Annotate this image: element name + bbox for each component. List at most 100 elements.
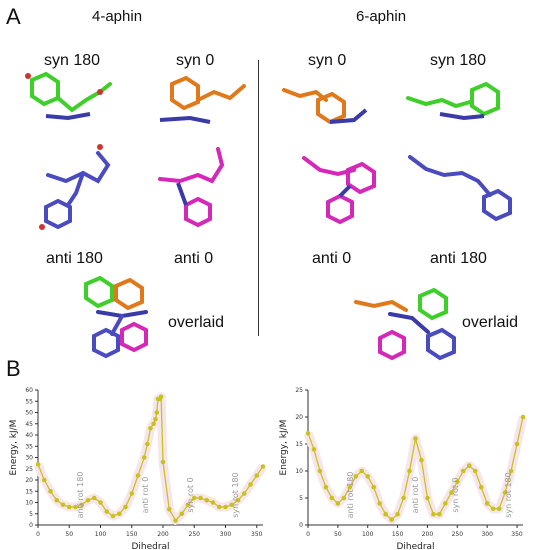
annotation-label: syn rot 180 bbox=[231, 472, 240, 517]
data-point bbox=[496, 506, 502, 512]
annotation-label: syn rot 0 bbox=[186, 477, 195, 512]
annotation-label: anti rot 180 bbox=[346, 472, 355, 519]
y-tick-label: 60 bbox=[25, 387, 33, 394]
data-point bbox=[365, 474, 371, 479]
data-point bbox=[254, 473, 260, 478]
data-point bbox=[323, 484, 329, 490]
data-point bbox=[48, 488, 53, 494]
data-point bbox=[185, 502, 191, 508]
data-point bbox=[153, 416, 158, 422]
y-tick-label: 10 bbox=[25, 500, 33, 507]
data-point bbox=[520, 414, 526, 420]
data-point bbox=[204, 497, 210, 503]
data-point bbox=[229, 502, 235, 508]
x-axis-label: Dihedral bbox=[131, 542, 169, 550]
x-tick-label: 150 bbox=[126, 531, 138, 538]
data-point bbox=[371, 484, 376, 490]
data-point bbox=[160, 459, 166, 465]
y-tick-label: 40 bbox=[25, 432, 33, 439]
y-tick-label: 0 bbox=[299, 522, 303, 529]
group-title-6-aphin: 6-aphin bbox=[356, 8, 407, 25]
x-tick-label: 50 bbox=[65, 531, 73, 538]
data-point bbox=[260, 464, 266, 469]
data-point bbox=[455, 479, 460, 485]
data-point bbox=[216, 504, 222, 510]
data-point bbox=[472, 468, 478, 474]
y-tick-label: 0 bbox=[29, 522, 33, 529]
annotation-label: anti rot 0 bbox=[141, 477, 150, 514]
data-point bbox=[508, 468, 514, 474]
annotation-label: syn rot 180 bbox=[504, 472, 513, 517]
data-point bbox=[104, 509, 110, 514]
y-tick-label: 25 bbox=[25, 466, 33, 473]
label-6-overlaid: overlaid bbox=[462, 314, 519, 331]
data-point bbox=[241, 491, 247, 496]
data-point bbox=[317, 468, 323, 474]
data-point bbox=[353, 474, 359, 479]
data-point bbox=[223, 504, 228, 510]
x-tick-label: 100 bbox=[95, 531, 107, 538]
y-tick-label: 20 bbox=[25, 477, 33, 484]
data-point bbox=[145, 441, 150, 447]
x-tick-label: 150 bbox=[392, 531, 404, 538]
x-tick-label: 100 bbox=[362, 531, 374, 538]
data-point bbox=[54, 497, 60, 503]
data-point bbox=[210, 500, 216, 505]
x-tick-label: 350 bbox=[251, 531, 263, 538]
molecule-4-syn-180-top bbox=[25, 71, 112, 121]
data-point bbox=[401, 495, 406, 501]
data-point bbox=[41, 477, 47, 483]
data-point bbox=[305, 430, 311, 436]
y-tick-label: 45 bbox=[25, 421, 33, 428]
data-point bbox=[490, 506, 496, 512]
y-tick-label: 5 bbox=[299, 495, 303, 502]
data-point bbox=[148, 425, 153, 431]
x-tick-label: 50 bbox=[334, 531, 342, 538]
annotation-label: anti rot 0 bbox=[411, 477, 420, 514]
data-point bbox=[437, 511, 442, 517]
data-point bbox=[514, 441, 520, 447]
x-tick-label: 200 bbox=[157, 531, 169, 538]
x-tick-label: 0 bbox=[36, 531, 40, 538]
data-point bbox=[419, 457, 424, 463]
data-point bbox=[395, 511, 400, 517]
data-point bbox=[335, 501, 341, 506]
data-point bbox=[166, 506, 172, 512]
panel-b-letter: B bbox=[6, 356, 21, 381]
data-point bbox=[443, 501, 448, 506]
data-point bbox=[311, 447, 317, 452]
molecule-6-syn-0-bottom bbox=[302, 156, 376, 225]
data-point bbox=[191, 495, 197, 501]
data-point bbox=[466, 463, 472, 468]
data-point bbox=[129, 491, 135, 496]
x-tick-label: 250 bbox=[452, 531, 464, 538]
x-tick-label: 300 bbox=[220, 531, 232, 538]
molecule-4-syn-180-bottom bbox=[39, 144, 111, 230]
data-point bbox=[66, 504, 72, 510]
data-point bbox=[154, 410, 160, 415]
label-4-anti-0: anti 0 bbox=[174, 250, 214, 267]
data-point bbox=[341, 495, 347, 501]
data-point bbox=[35, 461, 41, 467]
data-point bbox=[413, 436, 418, 441]
y-tick-label: 25 bbox=[295, 387, 303, 394]
data-point bbox=[449, 490, 454, 495]
data-point bbox=[135, 473, 141, 478]
y-tick-label: 15 bbox=[295, 441, 303, 448]
data-point bbox=[235, 497, 241, 503]
data-point bbox=[431, 511, 436, 517]
y-tick-label: 15 bbox=[25, 488, 33, 495]
data-point bbox=[116, 511, 122, 517]
data-point bbox=[478, 484, 484, 490]
data-point bbox=[123, 504, 128, 510]
label-6-anti-180: anti 180 bbox=[430, 250, 487, 267]
data-point bbox=[98, 500, 103, 505]
data-point bbox=[85, 497, 91, 503]
molecule-6-syn-180-top bbox=[406, 81, 500, 121]
molecule-6-syn-0-top bbox=[282, 88, 368, 125]
x-tick-label: 200 bbox=[422, 531, 434, 538]
data-point bbox=[110, 513, 116, 519]
data-point bbox=[383, 511, 388, 517]
data-point bbox=[502, 490, 508, 495]
data-point bbox=[73, 504, 78, 510]
